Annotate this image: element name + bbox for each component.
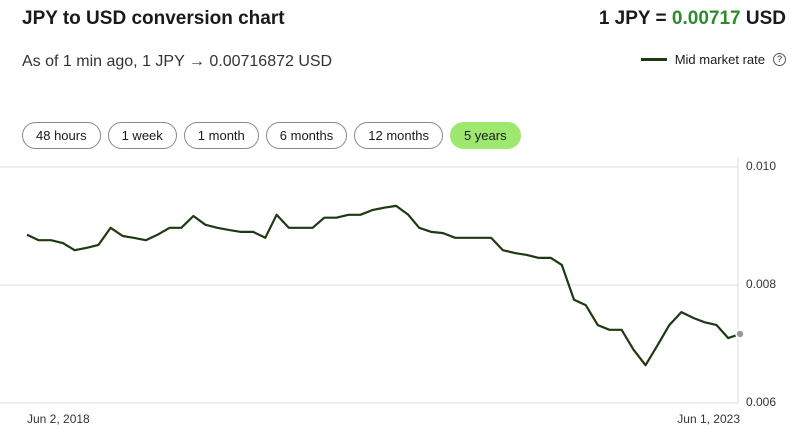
price: 1 JPY = 0.00717 USD [599, 8, 786, 30]
range-button[interactable]: 6 months [265, 122, 348, 149]
range-button[interactable]: 48 hours [22, 122, 101, 149]
legend-label: Mid market rate [674, 52, 765, 67]
range-button[interactable]: 12 months [354, 122, 443, 149]
legend: Mid market rate? [640, 52, 786, 67]
title: JPY to USD conversion chart [22, 8, 285, 29]
legend-swatch [640, 58, 667, 61]
subtitle: As of 1 min ago, 1 JPY → 0.00716872 USD [22, 53, 333, 70]
range-button[interactable]: 5 years [449, 122, 521, 149]
help-icon[interactable]: ? [773, 53, 786, 66]
line [26, 204, 741, 367]
price-value: 0.00717 [671, 8, 741, 29]
range-buttons: 48 hours 1 week 1 month 6 months 12 months 5 … [22, 122, 521, 149]
y-tick-label: 0.010 [746, 159, 776, 173]
price-unit: USD [745, 8, 786, 29]
range-button[interactable]: 1 week [107, 122, 177, 149]
y-tick-label: 0.008 [746, 277, 776, 291]
end-point [735, 329, 745, 339]
range-button[interactable]: 1 month [183, 122, 259, 149]
x-tick-label: Jun 1, 2023 [677, 412, 740, 426]
x-tick-label: Jun 2, 2018 [27, 412, 90, 426]
y-tick-label: 0.006 [746, 395, 776, 409]
price-prefix: 1 JPY = [598, 8, 667, 29]
